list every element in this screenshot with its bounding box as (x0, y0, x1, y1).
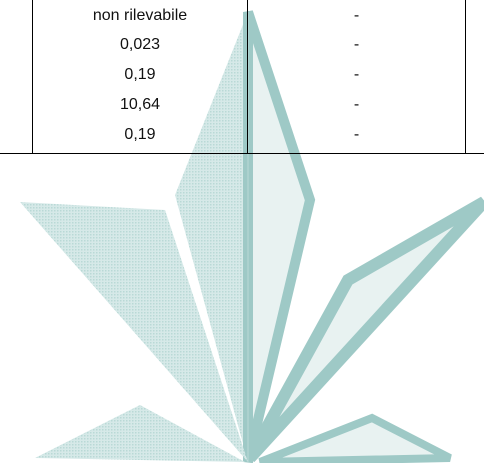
value-cell: non rilevabile (92, 7, 188, 24)
value-cell: 0,023 (119, 36, 161, 53)
note-cell: - (353, 7, 360, 24)
value-cell: 0,19 (124, 126, 156, 143)
table-row: 0,19 - (0, 121, 484, 149)
note-cell: - (353, 66, 360, 83)
table-row: 10,64 - (0, 91, 484, 119)
data-table: non rilevabile - 0,023 - 0,19 - 10,64 - … (0, 0, 484, 160)
table-row: 0,19 - (0, 61, 484, 89)
table-row: non rilevabile - (0, 2, 484, 30)
note-cell: - (353, 96, 360, 113)
value-cell: 0,19 (124, 66, 156, 83)
table-row: 0,023 - (0, 31, 484, 59)
bottom-right-leaf (258, 413, 452, 463)
note-cell: - (353, 36, 360, 53)
table-bottom-rule (0, 153, 484, 154)
right-leaf (244, 196, 484, 463)
left-leaf (20, 202, 248, 462)
table-right-border (465, 0, 466, 154)
table-middle-border (247, 0, 248, 154)
note-cell: - (353, 126, 360, 143)
table-left-border (32, 0, 33, 154)
bottom-left-leaf (35, 405, 245, 462)
value-cell: 10,64 (119, 96, 161, 113)
center-leaf-left (175, 12, 248, 462)
